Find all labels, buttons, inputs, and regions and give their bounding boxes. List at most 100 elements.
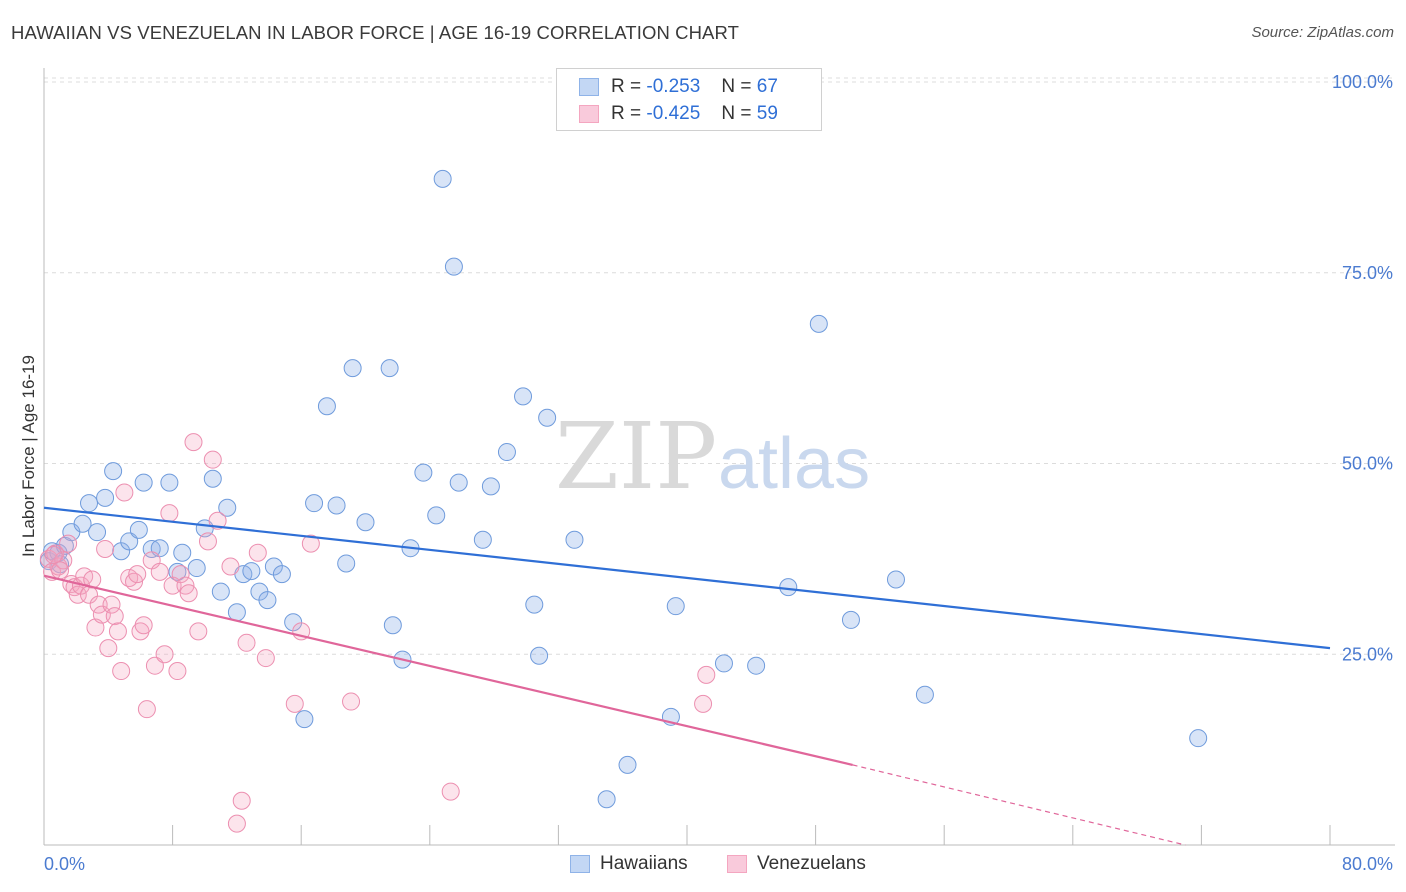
hawaiian-point xyxy=(258,591,277,610)
legend-n-value: 67 xyxy=(756,76,778,97)
venezuelan-point xyxy=(227,814,246,833)
venezuelan-point xyxy=(105,607,124,626)
venezuelan-point xyxy=(441,782,460,801)
venezuelan-point xyxy=(128,565,147,584)
legend: R = -0.253 N = 67 R = -0.425 N = 59 xyxy=(556,68,822,131)
venezuelan-point xyxy=(96,539,115,558)
legend-n-value: 59 xyxy=(756,103,778,124)
bottom-legend-hawaiians: Hawaiians xyxy=(570,852,688,876)
venezuelan-point xyxy=(189,622,208,641)
hawaiian-point xyxy=(168,562,187,581)
bottom-legend-label-venezuelans: Venezuelans xyxy=(757,853,866,874)
venezuelan-point xyxy=(198,532,217,551)
x-tick-labels: 0.0% 80.0% xyxy=(44,854,1393,874)
venezuelan-point xyxy=(92,605,111,624)
y-tick-label: 50.0% xyxy=(1342,454,1393,474)
hawaiian-point xyxy=(538,408,557,427)
watermark: ZIP atlas xyxy=(555,403,870,510)
hawaiian-point xyxy=(305,494,324,513)
bottom-legend-label-hawaiians: Hawaiians xyxy=(600,853,688,874)
legend-row-venezuelans: R = -0.425 N = 59 xyxy=(579,102,778,126)
venezuelan-point xyxy=(342,692,361,711)
hawaiian-point xyxy=(227,603,246,622)
venezuelan-point xyxy=(248,543,267,562)
hawaiian-point xyxy=(427,506,446,525)
hawaiian-point xyxy=(618,755,637,774)
hawaiian-point xyxy=(327,496,346,515)
hawaiian-point xyxy=(597,790,616,809)
venezuelan-point xyxy=(112,662,131,681)
hawaiian-point xyxy=(337,554,356,573)
hawaiian-point xyxy=(444,257,463,276)
venezuelan-point xyxy=(221,557,240,576)
hawaiian-point xyxy=(809,314,828,333)
hawaiian-point xyxy=(747,656,766,675)
hawaiian-point xyxy=(356,513,375,532)
venezuelan-point xyxy=(160,504,179,523)
y-tick-label: 25.0% xyxy=(1342,644,1393,664)
y-tick-labels: 25.0% 50.0% 75.0% 100.0% xyxy=(1332,72,1393,664)
venezuelan-point xyxy=(51,561,70,580)
venezuelans-trend-line xyxy=(43,574,853,766)
hawaiians-trend-line xyxy=(43,506,1331,650)
y-axis-label: In Labor Force | Age 16-19 xyxy=(19,355,38,557)
legend-r-value: -0.425 xyxy=(646,103,701,124)
hawaiian-point xyxy=(295,710,314,729)
axes xyxy=(43,68,1395,846)
venezuelan-point xyxy=(184,433,203,452)
bottom-legend-swatch-hawaiians xyxy=(570,855,590,873)
hawaiian-point xyxy=(211,582,230,601)
watermark-atlas: atlas xyxy=(718,424,870,504)
legend-n-label: N = xyxy=(721,103,752,124)
hawaiian-point xyxy=(129,520,148,539)
venezuelans-trend-extension xyxy=(852,764,1186,846)
bottom-legend-venezuelans: Venezuelans xyxy=(727,852,866,876)
venezuelan-point xyxy=(137,700,156,719)
legend-row-hawaiians: R = -0.253 N = 67 xyxy=(579,75,778,99)
hawaiian-point xyxy=(173,543,192,562)
hawaiian-point xyxy=(134,473,153,492)
hawaiian-point xyxy=(433,169,452,188)
hawaiian-point xyxy=(514,387,533,406)
trend-lines xyxy=(43,506,1331,846)
hawaiian-point xyxy=(104,462,123,481)
source-label: Source: ZipAtlas.com xyxy=(1251,24,1394,41)
venezuelan-point xyxy=(44,546,63,565)
hawaiian-point xyxy=(530,646,549,665)
venezuelan-point xyxy=(54,551,73,570)
hawaiian-point xyxy=(317,397,336,416)
hawaiian-point xyxy=(1189,729,1208,748)
venezuelan-point xyxy=(89,595,108,614)
hawaiian-point xyxy=(242,562,261,581)
venezuelan-point xyxy=(155,645,174,664)
hawaiian-point xyxy=(218,498,237,517)
hawaiian-point xyxy=(886,570,905,589)
hawaiian-point xyxy=(779,578,798,597)
legend-r-label: R = xyxy=(611,103,642,124)
x-tick-label: 80.0% xyxy=(1342,854,1393,874)
venezuelan-point xyxy=(59,534,78,553)
hawaiian-point xyxy=(449,473,468,492)
x-tick-label: 0.0% xyxy=(44,854,85,874)
chart-title: HAWAIIAN VS VENEZUELAN IN LABOR FORCE | … xyxy=(11,22,740,43)
hawaiian-point xyxy=(565,530,584,549)
venezuelan-point xyxy=(301,534,320,553)
hawaiian-point xyxy=(666,597,685,616)
venezuelan-point xyxy=(179,584,198,603)
legend-n-label: N = xyxy=(721,76,752,97)
y-tick-label: 75.0% xyxy=(1342,263,1393,283)
watermark-zip: ZIP xyxy=(555,403,717,510)
hawaiian-point xyxy=(96,488,115,507)
hawaiian-point xyxy=(187,559,206,578)
hawaiian-point xyxy=(414,463,433,482)
hawaiian-point xyxy=(88,523,107,542)
legend-swatch-hawaiians xyxy=(579,78,599,96)
hawaiian-point xyxy=(714,654,733,673)
venezuelan-point xyxy=(237,633,256,652)
venezuelan-point xyxy=(208,511,227,530)
hawaiian-point xyxy=(343,359,362,378)
venezuelan-point xyxy=(168,662,187,681)
hawaiian-point xyxy=(383,616,402,635)
hawaiian-point xyxy=(497,443,516,462)
